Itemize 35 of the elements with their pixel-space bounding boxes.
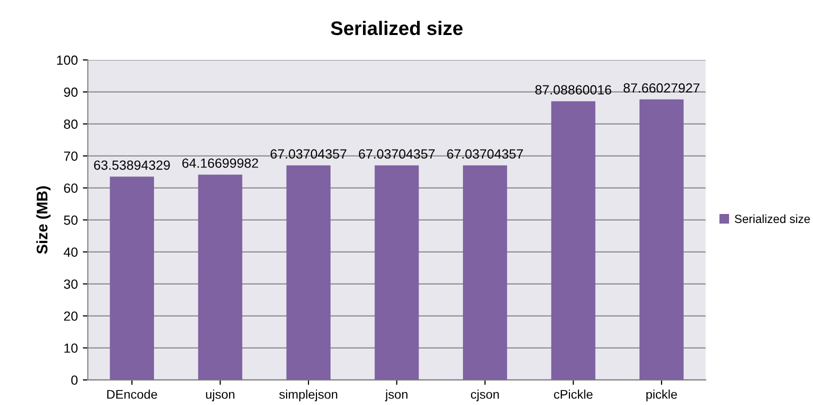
- y-tick-label: 0: [71, 375, 78, 385]
- bar: [639, 99, 684, 380]
- x-tick-label: ujson: [206, 390, 234, 402]
- data-label: 67.03704357: [447, 149, 523, 159]
- data-label: 63.53894329: [94, 160, 170, 170]
- data-label: 64.16699982: [182, 158, 258, 168]
- x-tick-label: cPickle: [554, 390, 593, 399]
- y-tick-label: 50: [64, 215, 78, 225]
- y-tick-label: 90: [64, 88, 78, 97]
- bar: [198, 174, 242, 380]
- y-tick-label: 80: [64, 119, 78, 129]
- data-label: 67.03704357: [358, 149, 435, 159]
- x-tick-label: pickle: [646, 390, 677, 402]
- y-tick-label: 70: [64, 151, 78, 161]
- bar: [110, 176, 154, 380]
- x-tick-label: cjson: [470, 390, 499, 402]
- y-tick-label: 30: [64, 279, 78, 289]
- y-tick-label: 20: [64, 311, 78, 321]
- bar: [551, 101, 596, 380]
- bar: [286, 165, 331, 380]
- x-tick-label: json: [384, 390, 408, 402]
- y-tick-label: 40: [64, 247, 78, 257]
- legend-label: Serialized size: [734, 214, 810, 224]
- bar: [462, 165, 508, 380]
- y-tick-label: 10: [64, 343, 78, 353]
- x-tick-label: DEncode: [107, 390, 158, 399]
- y-axis-title: Size (MB): [36, 186, 51, 254]
- bar: [374, 165, 419, 380]
- chart-title: Serialized size: [330, 20, 463, 36]
- data-label: 87.08860016: [535, 85, 612, 94]
- y-tick-label: 100: [57, 56, 78, 65]
- data-label: 87.66027927: [624, 83, 700, 93]
- x-tick-label: simplejson: [279, 390, 338, 402]
- y-tick-label: 60: [64, 183, 78, 193]
- data-label: 67.03704357: [270, 149, 346, 159]
